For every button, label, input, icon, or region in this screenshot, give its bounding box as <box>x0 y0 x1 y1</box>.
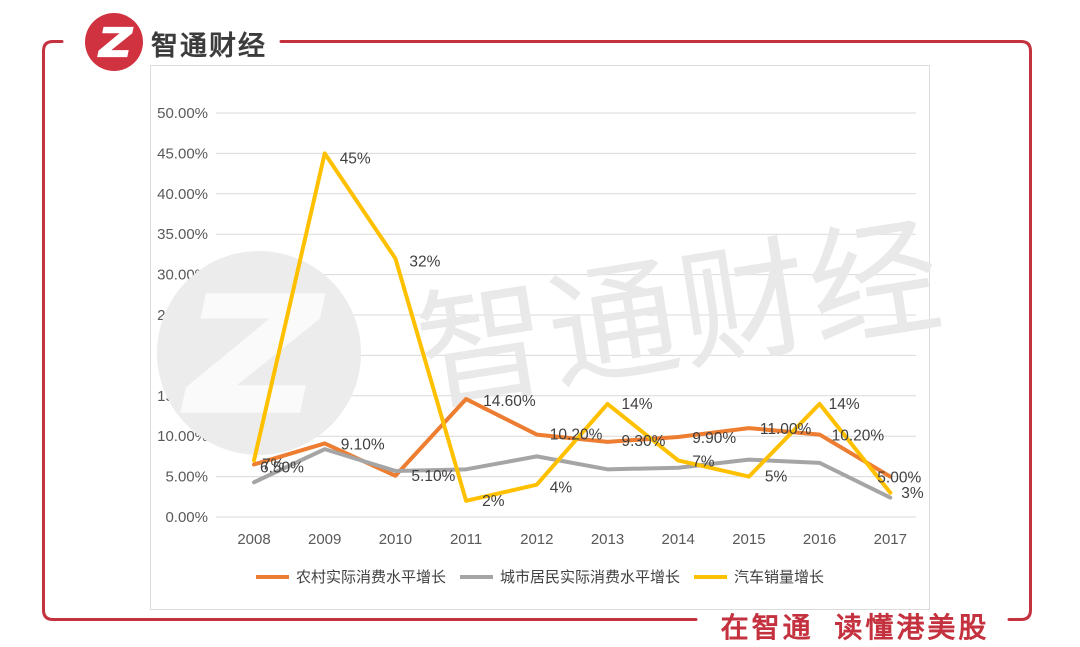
legend-swatch <box>459 574 493 579</box>
y-tick-label: 0.00% <box>165 509 208 526</box>
legend-label: 农村实际消费水平增长 <box>295 569 446 586</box>
data-label: 10.20% <box>832 428 885 445</box>
data-label: 7% <box>692 453 715 470</box>
brand-title: 智通财经 <box>151 31 267 61</box>
x-tick-label: 2010 <box>379 531 412 548</box>
y-tick-label: 45.00% <box>157 145 208 162</box>
data-label: 2% <box>482 493 505 510</box>
series-line <box>252 447 893 500</box>
data-label: 6.50% <box>260 459 304 476</box>
legend-item: 农村实际消费水平增长 <box>255 566 446 587</box>
x-tick-label: 2009 <box>308 531 341 548</box>
data-label: 10.20% <box>550 427 603 444</box>
data-label: 5.10% <box>411 468 455 485</box>
legend-item: 城市居民实际消费水平增长 <box>459 566 680 587</box>
x-tick-label: 2014 <box>662 531 695 548</box>
data-label: 14% <box>622 396 653 413</box>
legend-label: 城市居民实际消费水平增长 <box>499 569 680 586</box>
chart-svg: 0.00%5.00%10.00%15.00%20.00%25.00%30.00%… <box>157 105 952 548</box>
data-label: 5.00% <box>877 470 921 487</box>
x-tick-label: 2008 <box>237 531 270 548</box>
slogan: 在智通 读懂港美股 <box>720 612 990 643</box>
x-tick-label: 2017 <box>874 531 907 548</box>
zhitong-logo-icon <box>85 13 143 71</box>
y-tick-label: 5.00% <box>165 469 208 486</box>
chart-container: 0.00%5.00%10.00%15.00%20.00%25.00%30.00%… <box>150 65 952 610</box>
y-tick-label: 50.00% <box>157 105 208 122</box>
data-label: 5% <box>765 469 788 486</box>
x-tick-label: 2012 <box>520 531 553 548</box>
data-label: 14% <box>829 396 860 413</box>
data-label: 9.90% <box>692 430 736 447</box>
legend-label: 汽车销量增长 <box>734 569 825 586</box>
data-label: 9.10% <box>341 436 385 453</box>
data-label: 32% <box>409 253 440 270</box>
legend-swatch <box>255 574 289 579</box>
legend-item: 汽车销量增长 <box>694 566 824 587</box>
y-tick-label: 40.00% <box>157 186 208 203</box>
x-tick-label: 2013 <box>591 531 624 548</box>
frame-left-segment <box>42 40 698 621</box>
series-line <box>252 151 893 503</box>
watermark-logo-icon <box>157 251 361 455</box>
data-label: 7% <box>262 456 285 473</box>
frame-right-segment <box>279 40 1032 621</box>
data-label: 14.60% <box>483 393 536 410</box>
logo-z-glyph <box>97 26 134 58</box>
x-tick-label: 2015 <box>732 531 765 548</box>
x-tick-label: 2011 <box>450 531 482 548</box>
data-label: 4% <box>550 480 573 497</box>
data-label: 11.00% <box>760 421 812 438</box>
y-tick-label: 35.00% <box>157 226 208 243</box>
data-label: 9.30% <box>622 433 666 450</box>
x-tick-label: 2016 <box>803 531 836 548</box>
legend: 农村实际消费水平增长 城市居民实际消费水平增长 汽车销量增长 <box>151 566 929 587</box>
data-label: 3% <box>901 485 924 502</box>
data-label: 45% <box>340 150 371 167</box>
legend-swatch <box>694 574 727 579</box>
